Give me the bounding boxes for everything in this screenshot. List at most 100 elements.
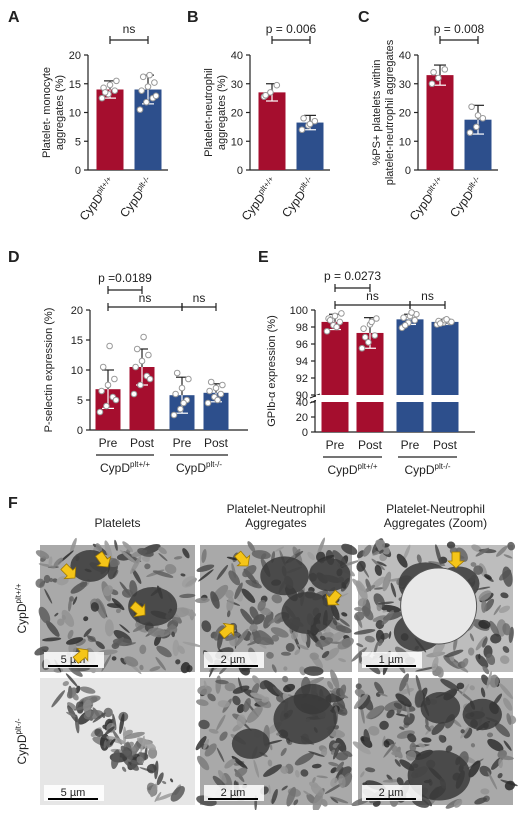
cell-texture xyxy=(329,796,349,804)
cell-texture xyxy=(390,582,397,598)
cell-texture xyxy=(496,545,508,557)
data-point xyxy=(185,375,192,383)
cell-texture xyxy=(461,658,469,668)
category-label: Pre xyxy=(326,438,345,452)
scalebar-box xyxy=(204,785,264,801)
bar-group xyxy=(203,378,229,430)
panel-letter: E xyxy=(258,249,269,266)
cell-texture xyxy=(62,681,69,687)
cell-texture xyxy=(431,721,446,735)
cell-texture xyxy=(321,798,328,807)
y-tick-label: 10 xyxy=(399,136,411,148)
cell-texture xyxy=(360,771,365,778)
cell-texture xyxy=(420,794,433,807)
cell-texture xyxy=(35,550,50,559)
cell-texture xyxy=(201,549,207,563)
cell-texture xyxy=(297,644,309,650)
cell-texture xyxy=(52,578,58,583)
cell-texture xyxy=(312,776,316,783)
data-point xyxy=(146,71,153,79)
cell-texture xyxy=(445,745,453,753)
cell-texture xyxy=(70,581,88,594)
cell-texture xyxy=(111,598,125,611)
cell-texture xyxy=(89,666,96,674)
y-tick-label: 20 xyxy=(296,412,308,424)
arrow-marker xyxy=(234,550,251,567)
data-point xyxy=(99,363,107,371)
cell-texture xyxy=(115,608,122,614)
cell-texture xyxy=(435,544,442,565)
y-tick-label: 30 xyxy=(231,79,243,91)
scalebar-box xyxy=(204,652,264,668)
scalebar-label: 5 µm xyxy=(61,787,86,799)
y-tick-label: 92 xyxy=(296,373,308,385)
cell-texture xyxy=(319,635,326,641)
cell-texture xyxy=(357,598,367,607)
neutrophil xyxy=(420,692,461,724)
cell-texture xyxy=(259,680,269,690)
cell-texture xyxy=(376,561,387,567)
data-point xyxy=(145,351,152,359)
cell-texture xyxy=(270,627,289,638)
cell-texture xyxy=(155,792,176,801)
bar-group xyxy=(169,369,195,430)
scalebar-box xyxy=(362,652,422,668)
data-point xyxy=(267,89,274,96)
y-axis-label: P-selectin expression (%) xyxy=(43,308,55,433)
cell-texture xyxy=(198,719,210,730)
cell-texture xyxy=(72,693,79,701)
y-tick-label: 20 xyxy=(69,50,81,62)
y-tick-label: 40 xyxy=(399,50,411,62)
category-label: CypDplt+/+ xyxy=(238,174,281,223)
cell-texture xyxy=(251,550,271,560)
cell-texture xyxy=(308,751,325,757)
cell-texture xyxy=(120,745,133,760)
cell-texture xyxy=(208,728,219,734)
data-point xyxy=(326,316,334,324)
cell-texture xyxy=(164,563,177,574)
data-point xyxy=(173,369,181,377)
cell-texture xyxy=(72,596,78,605)
panel-letter: F xyxy=(8,495,18,512)
cell-texture xyxy=(226,610,231,618)
y-tick-label: 40 xyxy=(231,50,243,62)
cell-texture xyxy=(386,709,395,719)
cell-texture xyxy=(393,702,403,709)
bar xyxy=(426,75,454,170)
data-point xyxy=(146,375,154,383)
data-point xyxy=(177,405,184,413)
data-point xyxy=(101,89,109,96)
significance-bracket: ns xyxy=(107,291,183,311)
cell-texture xyxy=(226,556,238,561)
cell-texture xyxy=(478,619,491,629)
data-point xyxy=(323,327,331,335)
cell-texture xyxy=(216,714,226,731)
data-point xyxy=(138,87,145,94)
neutrophil xyxy=(281,592,334,634)
y-tick-label: 10 xyxy=(69,108,81,120)
arrow-marker xyxy=(129,601,146,618)
bar-group xyxy=(431,316,459,432)
cell-texture xyxy=(237,704,245,714)
cell-texture xyxy=(79,686,96,694)
bar-group xyxy=(296,114,324,170)
cell-texture xyxy=(341,543,358,555)
cell-texture xyxy=(236,714,246,727)
cell-texture xyxy=(335,752,349,761)
cell-texture xyxy=(103,707,113,718)
data-point xyxy=(212,384,220,392)
neutrophil xyxy=(128,586,178,627)
cell-texture xyxy=(416,554,422,564)
cell-texture xyxy=(195,736,207,751)
data-point xyxy=(206,387,213,395)
data-point xyxy=(361,333,369,341)
cell-texture xyxy=(246,706,263,723)
cell-texture xyxy=(486,732,494,738)
cell-texture xyxy=(354,606,364,612)
cell-texture xyxy=(507,541,516,551)
data-point xyxy=(443,316,450,323)
cell-texture xyxy=(177,645,185,654)
panel-letter: D xyxy=(8,249,20,266)
cell-texture xyxy=(300,769,309,777)
